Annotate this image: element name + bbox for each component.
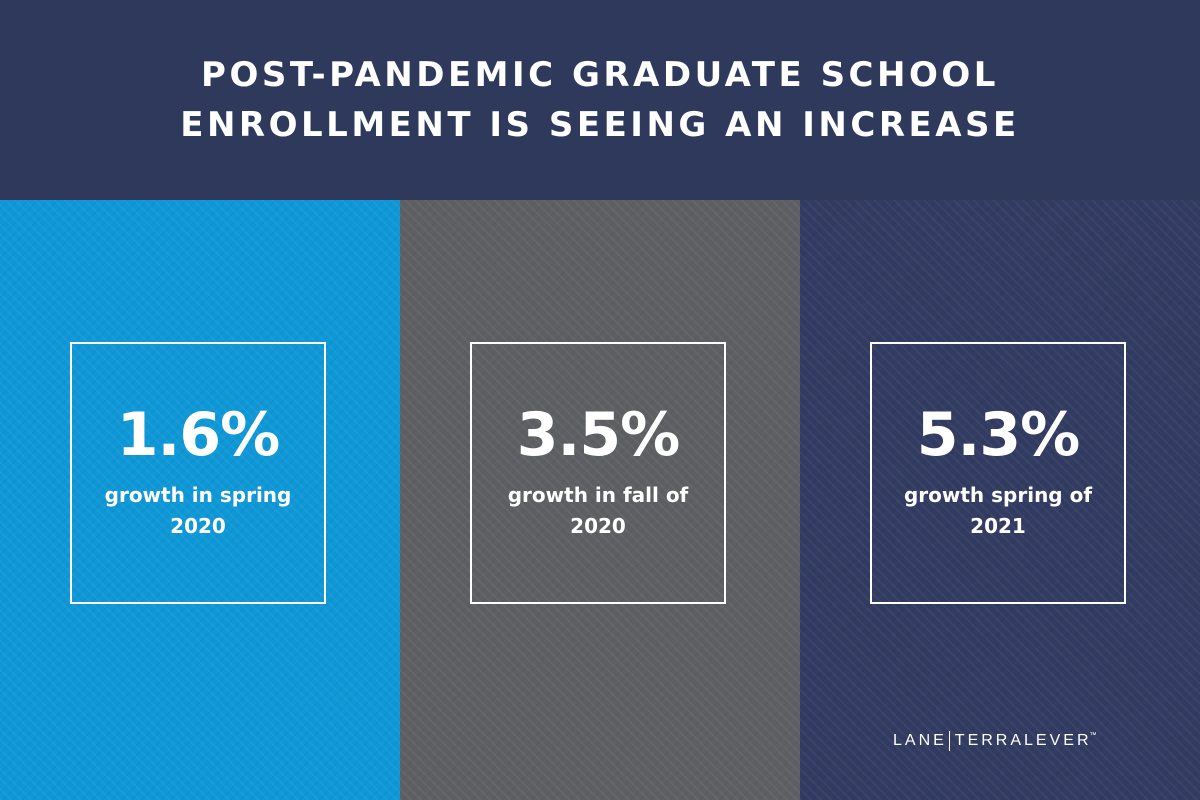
stat-description: growth in spring 2020 bbox=[104, 483, 292, 538]
stat-description: growth spring of 2021 bbox=[903, 483, 1093, 538]
stat-box: 5.3% growth spring of 2021 bbox=[870, 342, 1126, 604]
stat-panel-spring-2021: 5.3% growth spring of 2021 bbox=[800, 200, 1200, 800]
stat-box: 3.5% growth in fall of 2020 bbox=[470, 342, 726, 604]
stat-box: 1.6% growth in spring 2020 bbox=[70, 342, 326, 604]
logo-text-terralever: TERRALEVER bbox=[954, 732, 1092, 749]
header-banner: POST-PANDEMIC GRADUATE SCHOOL ENROLLMENT… bbox=[0, 0, 1200, 200]
stat-value: 3.5% bbox=[516, 400, 680, 470]
logo-text-lane: LANE bbox=[893, 732, 947, 749]
headline-line-1: POST-PANDEMIC GRADUATE SCHOOL bbox=[201, 55, 999, 95]
stat-description: growth in fall of 2020 bbox=[507, 483, 689, 538]
logo-divider bbox=[948, 731, 950, 751]
stat-value: 1.6% bbox=[116, 400, 280, 470]
stat-value: 5.3% bbox=[916, 400, 1080, 470]
logo-trademark: ™ bbox=[1089, 732, 1097, 739]
brand-logo: LANE TERRALEVER ™ bbox=[893, 730, 1097, 752]
stat-panel-fall-2020: 3.5% growth in fall of 2020 bbox=[400, 200, 800, 800]
stat-panel-spring-2020: 1.6% growth in spring 2020 bbox=[0, 200, 400, 800]
headline-line-2: ENROLLMENT IS SEEING AN INCREASE bbox=[180, 105, 1020, 145]
